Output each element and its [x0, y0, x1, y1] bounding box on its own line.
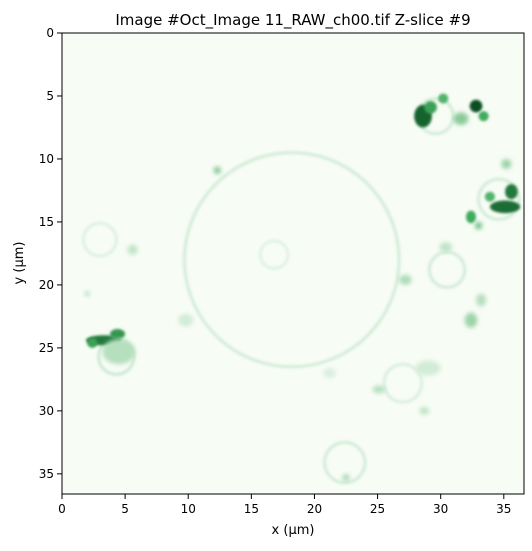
fluorescent-spot-4 [478, 111, 489, 122]
cell-ring-7 [81, 221, 118, 258]
cell-ring-4 [382, 362, 424, 404]
fluorescent-spot-17 [464, 312, 478, 328]
fluorescent-spot-28 [415, 360, 441, 376]
fluorescent-spot-6 [489, 200, 521, 214]
y-tick-label: 0 [46, 26, 54, 40]
fluorescent-spot-20 [342, 473, 350, 482]
x-tick-label: 35 [496, 502, 511, 516]
fluorescent-spot-5 [453, 112, 469, 125]
x-tick-label: 0 [58, 502, 66, 516]
y-tick-label: 5 [46, 89, 54, 103]
fluorescent-spot-19 [439, 242, 453, 253]
fluorescent-spot-2 [438, 93, 449, 104]
y-axis-label: y (μm) [12, 242, 27, 285]
fluorescent-spot-7 [505, 184, 518, 200]
fluorescent-spot-13 [109, 328, 126, 340]
x-tick-label: 10 [181, 502, 196, 516]
cell-ring-1 [427, 250, 467, 289]
cell-ring-6 [477, 177, 521, 221]
x-tick-label: 5 [121, 502, 129, 516]
fluorescent-spot-1 [424, 101, 437, 114]
cell-ring-8 [258, 239, 290, 271]
y-tick-label: 30 [39, 404, 54, 418]
fluorescent-spot-27 [102, 339, 136, 365]
fluorescent-spot-10 [474, 221, 483, 230]
y-tick-label: 20 [39, 278, 54, 292]
x-axis: 0 5 10 15 20 25 30 35 [58, 494, 511, 516]
x-axis-label: x (μm) [272, 523, 315, 538]
image-background [62, 33, 524, 494]
y-tick-label: 10 [39, 152, 54, 166]
x-tick-label: 30 [433, 502, 448, 516]
fluorescent-spot-26 [323, 368, 336, 379]
y-tick-label: 35 [39, 467, 54, 481]
fluorescent-spot-3 [469, 99, 483, 113]
y-tick-label: 15 [39, 215, 54, 229]
fluorescent-spot-9 [465, 210, 477, 224]
fluorescent-spot-11 [501, 158, 512, 170]
y-axis: 0 5 10 15 20 25 30 35 [39, 26, 62, 481]
fluorescent-spot-8 [484, 191, 495, 202]
x-tick-label: 25 [370, 502, 385, 516]
cell-ring-0 [182, 151, 401, 369]
plot-title: Image #Oct_Image 11_RAW_ch00.tif Z-slice… [115, 11, 470, 30]
cell-ring-3 [323, 440, 367, 485]
fluorescent-spot-16 [399, 274, 412, 285]
x-tick-label: 20 [307, 502, 322, 516]
fluorescent-spot-23 [84, 291, 90, 297]
x-tick-label: 15 [244, 502, 259, 516]
plot-frame [61, 32, 525, 495]
fluorescent-spot-14 [87, 337, 98, 348]
image-plot-area [61, 32, 525, 495]
fluorescent-spot-21 [372, 385, 386, 394]
fluorescent-spot-18 [476, 293, 487, 307]
y-tick-label: 25 [39, 341, 54, 355]
fluorescent-spot-22 [419, 407, 430, 415]
microscopy-image [81, 93, 521, 485]
fluorescent-spot-25 [178, 313, 194, 327]
fluorescent-spot-24 [127, 244, 138, 255]
fluorescent-spot-15 [213, 166, 222, 175]
